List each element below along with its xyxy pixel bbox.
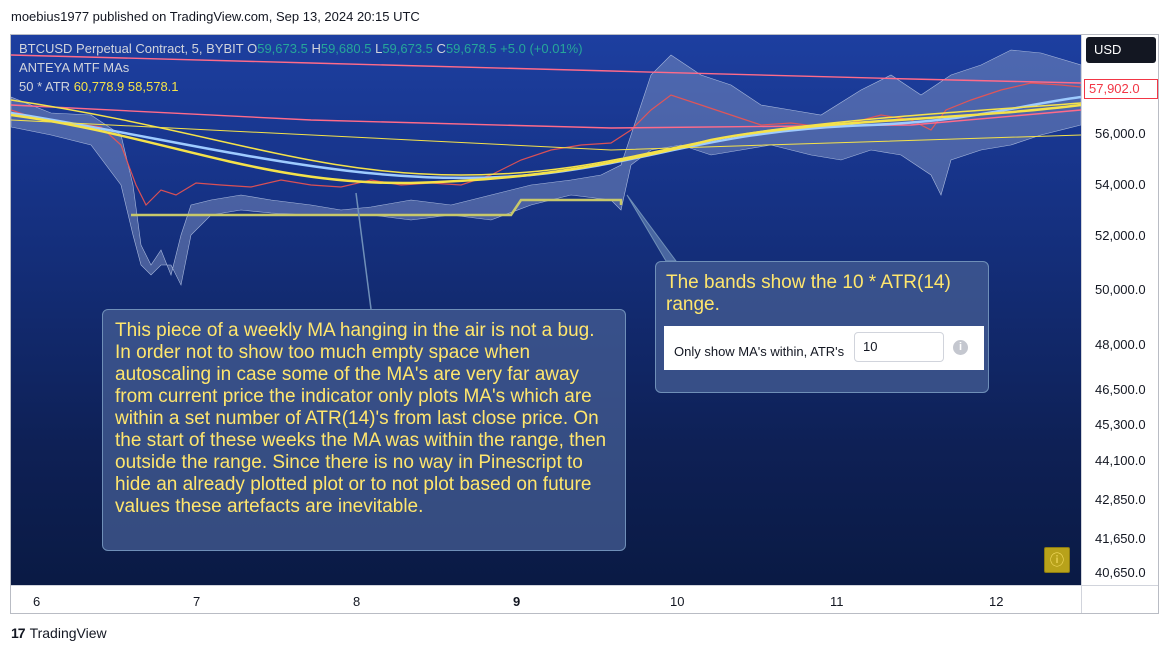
legend-o-label: O [247, 41, 258, 56]
annotation-weekly-ma: This piece of a weekly MA hanging in the… [102, 309, 626, 551]
time-tick: 8 [353, 594, 361, 609]
publish-info: moebius1977 published on TradingView.com… [11, 9, 420, 24]
weekly-ma-step [131, 198, 623, 217]
price-chart [11, 49, 1081, 310]
chart-pane[interactable]: BTCUSD Perpetual Contract, 5, BYBIT O59,… [11, 35, 1081, 585]
info-icon[interactable]: i [953, 340, 968, 355]
price-tick: 44,100.0 [1095, 453, 1146, 468]
footer-brand: TradingView [29, 625, 107, 641]
price-tick: 46,500.0 [1095, 382, 1146, 397]
time-tick: 6 [33, 594, 41, 609]
chart-frame: BTCUSD Perpetual Contract, 5, BYBIT O59,… [10, 34, 1159, 614]
time-tick: 12 [989, 594, 1004, 609]
pointer-main [355, 192, 372, 310]
price-tick: 52,000.0 [1095, 228, 1146, 243]
time-tick: 11 [830, 594, 844, 609]
legend-c-label: C [436, 41, 446, 56]
time-tick: 9 [513, 594, 521, 609]
time-tick: 7 [193, 594, 201, 609]
ma-pink-2 [11, 104, 1081, 129]
annotation-weekly-ma-text: This piece of a weekly MA hanging in the… [115, 320, 607, 517]
legend-open: 59,673.5 [257, 41, 308, 56]
last-price-badge: 57,902.0 [1084, 79, 1158, 99]
price-tick: 50,000.0 [1095, 282, 1146, 297]
legend-change: +5.0 (+0.01%) [500, 41, 583, 56]
atr-multiplier-input[interactable]: 10 [854, 332, 944, 362]
legend-high: 59,680.5 [320, 41, 372, 56]
price-tick: 41,650.0 [1095, 531, 1146, 546]
legend-close: 59,678.5 [445, 41, 497, 56]
legend-symbol[interactable]: BTCUSD Perpetual Contract, 5, BYBIT [19, 41, 244, 56]
price-tick: 56,000.0 [1095, 126, 1146, 141]
time-tick: 10 [670, 594, 685, 609]
ma-yellow-1 [11, 103, 1081, 185]
ma-yellow-3 [11, 119, 1081, 151]
price-tick: 42,850.0 [1095, 492, 1146, 507]
tradingview-logo-icon: 17 [11, 625, 26, 641]
price-axis[interactable]: USD 57,902.0 56,000.0 54,000.0 52,000.0 … [1081, 35, 1158, 585]
footer: 17 TradingView [11, 625, 107, 641]
price-tick: 48,000.0 [1095, 337, 1146, 352]
legend-low: 59,673.5 [382, 41, 433, 56]
legend: BTCUSD Perpetual Contract, 5, BYBIT O59,… [19, 39, 583, 96]
legend-atr-lower: 58,578.1 [127, 79, 179, 94]
legend-atr-upper: 60,778.9 [73, 79, 125, 94]
ma-yellow-2 [11, 99, 1081, 176]
pointer-bands [626, 194, 677, 262]
atr-band [11, 49, 1081, 286]
currency-button[interactable]: USD [1086, 37, 1156, 63]
setting-label: Only show MA's within, ATR's [674, 344, 845, 359]
legend-l-label: L [375, 41, 383, 56]
price-tick: 45,300.0 [1095, 417, 1146, 432]
time-axis[interactable]: 6 7 8 9 10 11 12 [11, 585, 1081, 613]
info-alert-icon[interactable]: ⓘ [1044, 547, 1070, 573]
legend-atr-label[interactable]: 50 * ATR [19, 79, 71, 94]
price-tick: 54,000.0 [1095, 177, 1146, 192]
annotation-bands-text: The bands show the 10 * ATR(14) range. [666, 272, 951, 315]
setting-row: Only show MA's within, ATR's 10 i [664, 326, 984, 370]
legend-h-label: H [311, 41, 321, 56]
legend-indicator[interactable]: ANTEYA MTF MAs [19, 60, 130, 75]
price-tick: 40,650.0 [1095, 565, 1146, 580]
axis-corner [1081, 585, 1158, 613]
annotation-bands: The bands show the 10 * ATR(14) range. O… [655, 261, 989, 393]
ma-pink-1 [11, 54, 1081, 84]
